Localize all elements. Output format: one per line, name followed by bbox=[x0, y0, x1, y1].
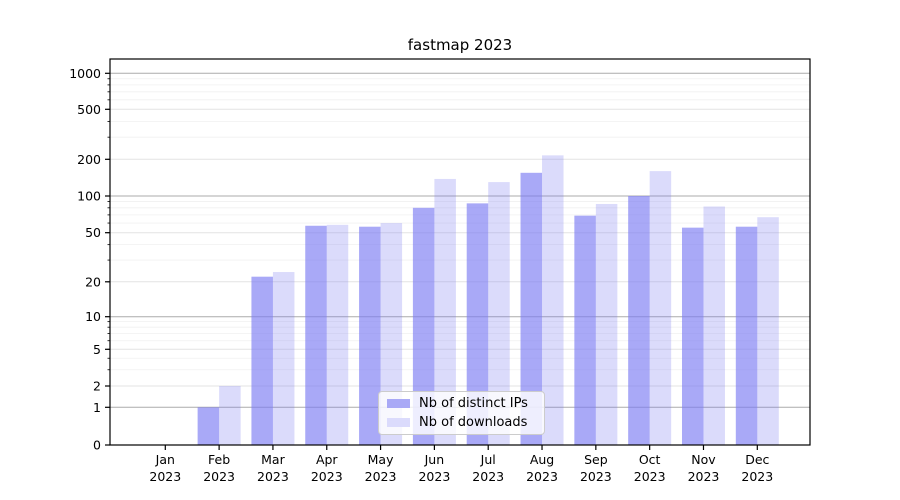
bar-distinct-ips-jul bbox=[466, 203, 489, 445]
x-tick-label-month: Sep bbox=[584, 452, 608, 467]
x-tick-label-month: Mar bbox=[261, 452, 285, 467]
y-tick-label: 20 bbox=[85, 274, 101, 289]
bar-downloads-nov bbox=[703, 206, 725, 445]
y-tick-label: 5 bbox=[93, 342, 101, 357]
x-tick-label-year: 2023 bbox=[418, 469, 450, 484]
x-tick-label-year: 2023 bbox=[634, 469, 666, 484]
x-tick-label-month: Jun bbox=[424, 452, 445, 467]
bar-downloads-oct bbox=[649, 171, 672, 446]
y-tick-label: 1 bbox=[93, 400, 101, 415]
x-tick-label-year: 2023 bbox=[149, 469, 181, 484]
axes-frame bbox=[109, 58, 811, 446]
y-tick-label: 200 bbox=[77, 152, 101, 167]
bar-downloads-may bbox=[380, 223, 403, 445]
legend-item-distinct-ips: Nb of distinct IPs bbox=[379, 396, 544, 411]
x-tick-label-month: Aug bbox=[530, 452, 554, 467]
x-tick-label-year: 2023 bbox=[741, 469, 773, 484]
y-tick-label: 100 bbox=[77, 189, 101, 204]
x-tick-label-year: 2023 bbox=[257, 469, 289, 484]
bar-downloads-jun bbox=[434, 178, 456, 446]
bar-downloads-sep bbox=[595, 203, 618, 445]
x-tick-label-month: Oct bbox=[639, 452, 661, 467]
bar-distinct-ips-mar bbox=[251, 276, 273, 445]
y-tick-label: 50 bbox=[85, 225, 101, 240]
bar-distinct-ips-sep bbox=[574, 215, 596, 445]
x-tick-label-month: Dec bbox=[745, 452, 769, 467]
bar-downloads-dec bbox=[757, 217, 779, 445]
x-tick-label-year: 2023 bbox=[311, 469, 343, 484]
bar-distinct-ips-oct bbox=[628, 196, 650, 445]
y-tick-label: 10 bbox=[85, 309, 101, 324]
y-tick-label: 1000 bbox=[69, 66, 101, 81]
bar-downloads-feb bbox=[219, 386, 241, 445]
bar-downloads-mar bbox=[272, 272, 295, 445]
x-tick-label-month: Apr bbox=[316, 452, 338, 467]
x-tick-label-year: 2023 bbox=[365, 469, 397, 484]
x-tick-label-month: May bbox=[368, 452, 394, 467]
legend-swatch-distinct-ips bbox=[387, 399, 410, 408]
x-tick-label-year: 2023 bbox=[580, 469, 612, 484]
x-tick-label-year: 2023 bbox=[472, 469, 504, 484]
x-tick-label-year: 2023 bbox=[203, 469, 235, 484]
legend-swatch-downloads bbox=[387, 418, 410, 427]
x-tick-label-year: 2023 bbox=[526, 469, 558, 484]
x-tick-label-year: 2023 bbox=[688, 469, 720, 484]
bar-downloads-jul bbox=[488, 182, 510, 445]
x-tick-label-month: Feb bbox=[208, 452, 230, 467]
bar-distinct-ips-feb bbox=[197, 407, 220, 445]
bar-distinct-ips-nov bbox=[681, 227, 704, 445]
legend-item-downloads: Nb of downloads bbox=[379, 415, 544, 430]
bar-distinct-ips-may bbox=[359, 226, 381, 445]
y-tick-label: 0 bbox=[93, 438, 101, 453]
bar-distinct-ips-dec bbox=[735, 226, 758, 445]
x-tick-label-month: Jul bbox=[480, 452, 496, 467]
bar-distinct-ips-apr bbox=[305, 225, 327, 445]
x-tick-label-month: Nov bbox=[691, 452, 716, 467]
legend-label-downloads: Nb of downloads bbox=[419, 415, 528, 430]
y-tick-label: 2 bbox=[93, 379, 101, 394]
legend-label-distinct-ips: Nb of distinct IPs bbox=[419, 396, 528, 411]
bar-distinct-ips-jun bbox=[412, 207, 435, 445]
x-tick-label-month: Jan bbox=[155, 452, 175, 467]
chart-title: fastmap 2023 bbox=[407, 36, 513, 54]
bar-downloads-aug bbox=[542, 155, 564, 445]
bar-distinct-ips-aug bbox=[520, 172, 543, 445]
y-tick-label: 500 bbox=[77, 102, 101, 117]
legend: Nb of distinct IPs Nb of downloads bbox=[378, 391, 545, 435]
bar-downloads-apr bbox=[326, 224, 349, 445]
